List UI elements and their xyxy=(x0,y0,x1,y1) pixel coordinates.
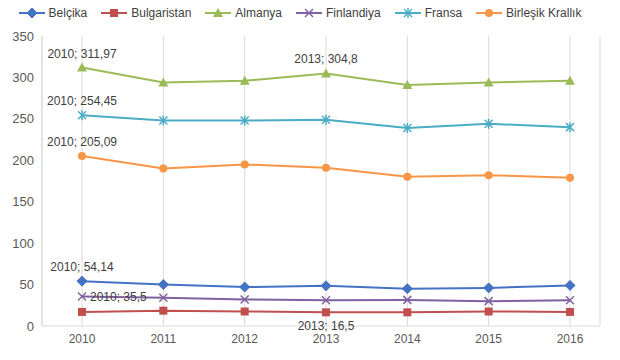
svg-text:2013; 16,5: 2013; 16,5 xyxy=(298,319,355,333)
svg-text:350: 350 xyxy=(12,29,34,44)
svg-text:2010; 254,45: 2010; 254,45 xyxy=(47,94,117,108)
svg-text:2010: 2010 xyxy=(69,332,96,346)
svg-text:150: 150 xyxy=(12,194,34,209)
html-text:Birleşik Krallık: Birleşik Krallık xyxy=(506,6,582,20)
svg-text:2012: 2012 xyxy=(231,332,258,346)
svg-text:2011: 2011 xyxy=(150,332,176,346)
svg-text:2010; 35,5: 2010; 35,5 xyxy=(90,290,147,304)
svg-text:2010; 205,09: 2010; 205,09 xyxy=(47,135,117,149)
svg-text:2014: 2014 xyxy=(394,332,421,346)
svg-text:250: 250 xyxy=(12,111,34,126)
html-text:Bulgaristan: Bulgaristan xyxy=(131,6,192,20)
svg-text:0: 0 xyxy=(27,319,34,334)
html-text:Belçika: Belçika xyxy=(48,6,88,20)
svg-text:2013; 304,8: 2013; 304,8 xyxy=(294,52,358,66)
svg-text:200: 200 xyxy=(12,153,34,168)
svg-text:300: 300 xyxy=(12,70,34,85)
html-text:Finlandiya: Finlandiya xyxy=(326,6,381,20)
svg-text:2015: 2015 xyxy=(475,332,502,346)
svg-text:2016: 2016 xyxy=(557,332,584,346)
html-text:Fransa: Fransa xyxy=(424,6,463,20)
html-text:Almanya: Almanya xyxy=(235,6,282,20)
svg-text:2013: 2013 xyxy=(313,332,340,346)
svg-text:100: 100 xyxy=(12,236,34,251)
svg-text:50: 50 xyxy=(20,277,34,292)
svg-text:2010; 54,14: 2010; 54,14 xyxy=(50,260,114,274)
svg-text:2010; 311,97: 2010; 311,97 xyxy=(47,47,117,61)
